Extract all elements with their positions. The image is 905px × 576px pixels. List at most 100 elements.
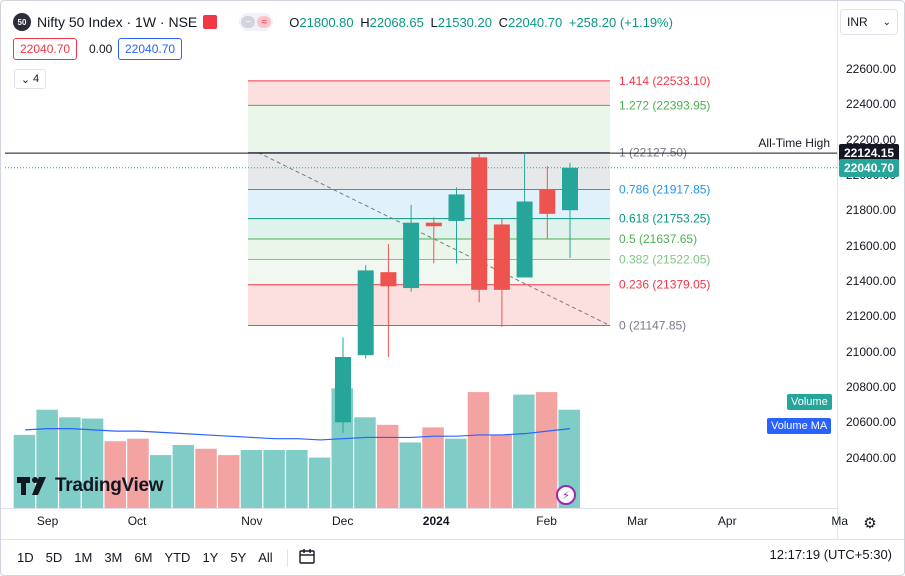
- volume-bar: [104, 441, 126, 508]
- chart-plot-area[interactable]: 1.414 (22533.10) 1.272 (22393.95) 1 (22127…: [5, 9, 837, 508]
- clock[interactable]: 12:17:19 (UTC+5:30): [769, 547, 892, 562]
- time-tick-label: Nov: [241, 514, 263, 528]
- volume-bar: [263, 450, 285, 508]
- fib-level-label: 0.5 (21637.65): [619, 232, 697, 246]
- fib-level-label: 1.272 (22393.95): [619, 98, 710, 112]
- all-time-high-price-tag[interactable]: 22124.15: [839, 144, 899, 163]
- price-tick-label: 21200.00: [846, 309, 897, 324]
- ohlc-values: O21800.80 H22068.65 L21530.20 C22040.70 …: [289, 14, 673, 30]
- volume-bar: [195, 448, 217, 508]
- wave-icon[interactable]: ≈: [257, 16, 272, 28]
- fib-level-label: 0 (21147.85): [619, 319, 686, 333]
- candle-body: [516, 201, 533, 278]
- fib-level-label: 0.618 (21753.25): [619, 212, 710, 226]
- candle-body: [357, 270, 374, 356]
- symbol-legend[interactable]: 50 Nifty 50 Index · 1W · NSE − ≈ O21800.…: [13, 13, 673, 31]
- fib-level-label: 0.236 (21379.05): [619, 278, 710, 292]
- indicators-count: 4: [33, 73, 40, 85]
- time-tick-label: Ma: [831, 514, 849, 528]
- volume-bar: [445, 438, 467, 508]
- range-button-1y[interactable]: 1Y: [202, 550, 219, 565]
- candle-body: [403, 222, 420, 289]
- volume-legend-tag[interactable]: Volume: [787, 394, 832, 410]
- price-axis-divider: [837, 1, 838, 539]
- range-button-1d[interactable]: 1D: [17, 550, 34, 565]
- volume-bar: [218, 455, 240, 508]
- price-tick-label: 21400.00: [846, 274, 897, 288]
- tradingview-logo[interactable]: TradingView: [17, 475, 164, 497]
- fib-level-label: 1 (22127.50): [619, 145, 687, 159]
- chevron-down-icon: ⌄: [882, 16, 891, 28]
- volume-bar: [308, 457, 331, 508]
- calendar-icon[interactable]: [298, 547, 316, 568]
- volume-bar: [172, 445, 195, 508]
- volume-bar: [422, 427, 444, 508]
- lightning-icon[interactable]: ⚡: [556, 485, 576, 505]
- range-button-1m[interactable]: 1M: [74, 550, 93, 565]
- volume-bar: [376, 424, 399, 508]
- range-button-3m[interactable]: 3M: [104, 550, 123, 565]
- minus-icon[interactable]: −: [241, 16, 256, 28]
- price-tick-label: 21600.00: [846, 238, 897, 253]
- flag-icon[interactable]: [203, 15, 218, 29]
- time-tick-label: Sep: [36, 514, 59, 528]
- candle-body: [380, 272, 397, 287]
- indicators-toggle-button[interactable]: ⌄ 4: [14, 69, 46, 89]
- chart-canvas[interactable]: 1.414 (22533.10) 1.272 (22393.95) 1 (22127…: [5, 9, 837, 508]
- range-button-5d[interactable]: 5D: [45, 550, 63, 565]
- time-tick-label: Apr: [717, 514, 737, 528]
- volume-bar: [354, 417, 376, 508]
- fib-band: [248, 239, 610, 260]
- volume-bar: [535, 392, 558, 508]
- fib-band: [248, 105, 610, 153]
- range-button-5y[interactable]: 5Y: [230, 550, 247, 565]
- fib-band: [248, 218, 610, 240]
- brand-name: TradingView: [55, 475, 164, 496]
- volume-bar: [490, 434, 512, 508]
- currency-select[interactable]: INR ⌄: [840, 9, 898, 35]
- price-tick-label: 20800.00: [846, 380, 897, 394]
- candle-body: [539, 189, 556, 214]
- volume-bar: [513, 394, 535, 508]
- fib-level-label: 1.414 (22533.10): [619, 74, 710, 88]
- fib-level-label: 0.786 (21917.85): [619, 183, 710, 197]
- candle-body: [562, 167, 578, 211]
- legend-toggle[interactable]: − ≈: [239, 13, 274, 31]
- spread-value: 0.00: [89, 42, 113, 56]
- toolbar-divider: [286, 548, 288, 567]
- range-button-ytd[interactable]: YTD: [164, 550, 191, 565]
- volume-bar: [558, 409, 580, 508]
- fib-band: [248, 284, 610, 326]
- symbol-title[interactable]: Nifty 50 Index · 1W · NSE: [37, 14, 198, 30]
- price-tick-label: 22600.00: [846, 62, 897, 76]
- fib-band: [248, 80, 610, 106]
- range-button-all[interactable]: All: [258, 550, 273, 565]
- volume-ma-line: [25, 428, 571, 441]
- price-tick-label: 21000.00: [846, 344, 897, 359]
- range-button-6m[interactable]: 6M: [134, 550, 153, 565]
- sell-price-button[interactable]: 22040.70: [13, 38, 78, 60]
- fib-band: [248, 152, 610, 190]
- all-time-high-label: All-Time High: [758, 136, 830, 150]
- candle-body: [425, 222, 442, 227]
- buy-price-button[interactable]: 22040.70: [118, 38, 183, 60]
- time-tick-label: Feb: [536, 514, 557, 528]
- price-tick-label: 22400.00: [846, 97, 897, 112]
- symbol-badge: 50: [13, 13, 31, 31]
- fib-level-label: 0.382 (21522.05): [619, 252, 710, 266]
- fib-band: [248, 259, 610, 285]
- change-value: +258.20 (+1.19%): [568, 14, 673, 30]
- volume-ma-legend-tag[interactable]: Volume MA: [767, 418, 832, 434]
- volume-bar: [13, 434, 36, 508]
- volume-bar: [399, 442, 422, 508]
- volume-bar: [240, 450, 263, 508]
- candle-body: [471, 157, 488, 290]
- price-tick-label: 20400.00: [846, 450, 897, 465]
- time-tick-label: Dec: [332, 514, 354, 528]
- settings-gear-icon[interactable]: ⚙: [863, 515, 877, 532]
- price-tick-label: 21800.00: [846, 203, 897, 218]
- volume-bar: [81, 418, 104, 508]
- tradingview-logo-icon: [17, 477, 46, 495]
- last-price-tag[interactable]: 22040.70: [839, 158, 899, 177]
